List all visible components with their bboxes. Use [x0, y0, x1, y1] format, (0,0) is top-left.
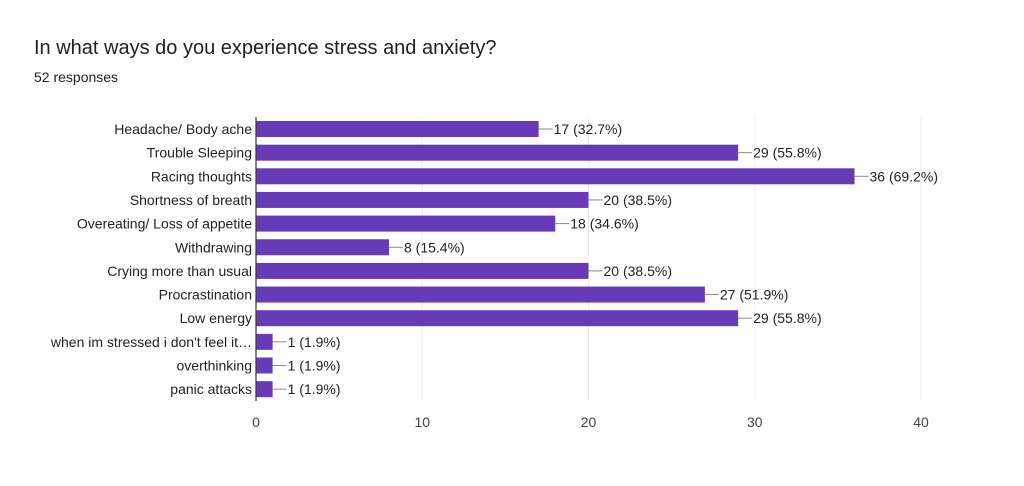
response-count: 52 responses — [34, 69, 119, 85]
bar — [256, 286, 705, 303]
category-label: Withdrawing — [175, 239, 252, 255]
category-label: Low energy — [180, 310, 252, 326]
x-tick-label: 30 — [747, 414, 763, 430]
data-label: 17 (32.7%) — [554, 121, 622, 137]
category-label: Trouble Sleeping — [147, 145, 252, 161]
category-label: panic attacks — [170, 381, 252, 397]
chart-title: In what ways do you experience stress an… — [34, 37, 497, 59]
bar — [256, 144, 739, 161]
bar — [256, 168, 855, 185]
bar — [256, 310, 739, 327]
data-label: 36 (69.2%) — [870, 168, 938, 184]
data-label: 27 (51.9%) — [720, 287, 788, 303]
bar — [256, 121, 539, 137]
category-label: Headache/ Body ache — [114, 121, 252, 137]
bar — [256, 381, 273, 398]
data-label: 20 (38.5%) — [604, 192, 672, 208]
bar — [256, 215, 556, 232]
bar — [256, 239, 389, 256]
category-label: Shortness of breath — [130, 192, 252, 208]
category-label: Overeating/ Loss of appetite — [77, 216, 252, 232]
data-label: 29 (55.8%) — [753, 145, 821, 161]
data-label: 29 (55.8%) — [753, 310, 821, 326]
category-label: Crying more than usual — [107, 263, 252, 279]
bar — [256, 262, 589, 279]
x-tick-label: 0 — [252, 414, 260, 430]
bar — [256, 191, 589, 208]
data-label: 18 (34.6%) — [570, 216, 638, 232]
data-label: 1 (1.9%) — [288, 358, 341, 374]
data-label: 1 (1.9%) — [288, 381, 341, 397]
x-tick-label: 10 — [414, 414, 430, 430]
category-label: Racing thoughts — [151, 168, 252, 184]
data-label: 8 (15.4%) — [404, 239, 465, 255]
bar — [256, 357, 273, 374]
bar — [256, 333, 273, 350]
x-tick-label: 20 — [581, 414, 597, 430]
category-label: when im stressed i don't feel it… — [50, 334, 252, 350]
data-label: 20 (38.5%) — [604, 263, 672, 279]
category-label: overthinking — [177, 358, 253, 374]
category-label: Procrastination — [159, 287, 252, 303]
data-label: 1 (1.9%) — [288, 334, 341, 350]
x-tick-label: 40 — [913, 414, 929, 430]
